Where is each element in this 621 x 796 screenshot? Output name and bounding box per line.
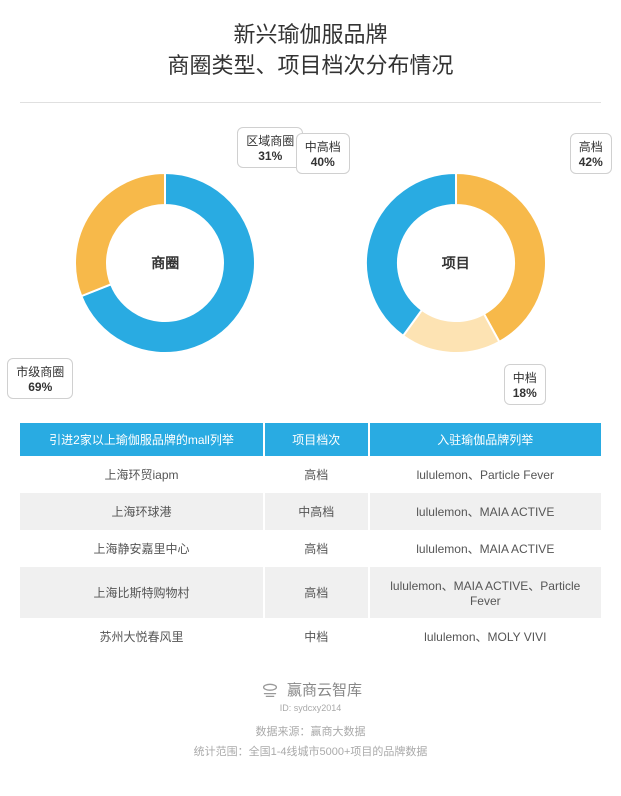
donut-right-center-label: 项目 [421,228,491,298]
table-header-cell: 引进2家以上瑜伽服品牌的mall列举 [20,423,264,456]
table-cell: 高档 [264,530,369,567]
footer: 赢商云智库 ID: sydcxy2014 数据来源：赢商大数据 统计范围：全国1… [0,679,621,759]
title-block: 新兴瑜伽服品牌 商圈类型、项目档次分布情况 [0,0,621,94]
table-body: 上海环贸iapm高档lululemon、Particle Fever上海环球港中… [20,456,601,655]
donut-chart-left: 商圈 区域商圈31%市级商圈69% [35,133,295,393]
cloud-logo-icon [259,679,281,701]
charts-row: 商圈 区域商圈31%市级商圈69% 项目 高档42%中高档40%中档18% [0,103,621,413]
table-cell: 上海环球港 [20,493,264,530]
table-cell: 中档 [264,618,369,655]
chart-callout: 中档18% [504,364,546,405]
table-cell: 上海环贸iapm [20,456,264,493]
table-cell: 上海比斯特购物村 [20,567,264,618]
donut-chart-right: 项目 高档42%中高档40%中档18% [326,133,586,393]
table-cell: lululemon、MAIA ACTIVE [369,493,601,530]
table-cell: 中高档 [264,493,369,530]
table-row: 苏州大悦春风里中档lululemon、MOLY VIVI [20,618,601,655]
title-line-1: 新兴瑜伽服品牌 [0,20,621,51]
table-cell: 上海静安嘉里中心 [20,530,264,567]
table-cell: lululemon、MOLY VIVI [369,618,601,655]
title-line-2: 商圈类型、项目档次分布情况 [0,51,621,82]
table-cell: lululemon、Particle Fever [369,456,601,493]
table-cell: lululemon、MAIA ACTIVE、Particle Fever [369,567,601,618]
chart-callout: 市级商圈69% [7,358,73,399]
table-header-cell: 入驻瑜伽品牌列举 [369,423,601,456]
table-cell: 苏州大悦春风里 [20,618,264,655]
footer-scope: 统计范围：全国1-4线城市5000+项目的品牌数据 [0,743,621,759]
logo-sub: ID: sydcxy2014 [0,703,621,713]
chart-callout: 高档42% [570,133,612,174]
table-row: 上海环贸iapm高档lululemon、Particle Fever [20,456,601,493]
table-header-cell: 项目档次 [264,423,369,456]
chart-callout: 区域商圈31% [237,127,303,168]
donut-left-center-label: 商圈 [130,228,200,298]
brand-table: 引进2家以上瑜伽服品牌的mall列举项目档次入驻瑜伽品牌列举 上海环贸iapm高… [20,423,601,655]
table-row: 上海环球港中高档lululemon、MAIA ACTIVE [20,493,601,530]
table-row: 上海比斯特购物村高档lululemon、MAIA ACTIVE、Particle… [20,567,601,618]
chart-callout: 中高档40% [296,133,350,174]
table-cell: lululemon、MAIA ACTIVE [369,530,601,567]
logo-row: 赢商云智库 [0,679,621,701]
footer-source: 数据来源：赢商大数据 [0,723,621,739]
table-cell: 高档 [264,567,369,618]
logo-text: 赢商云智库 [287,679,362,700]
table-cell: 高档 [264,456,369,493]
table-header-row: 引进2家以上瑜伽服品牌的mall列举项目档次入驻瑜伽品牌列举 [20,423,601,456]
table-row: 上海静安嘉里中心高档lululemon、MAIA ACTIVE [20,530,601,567]
